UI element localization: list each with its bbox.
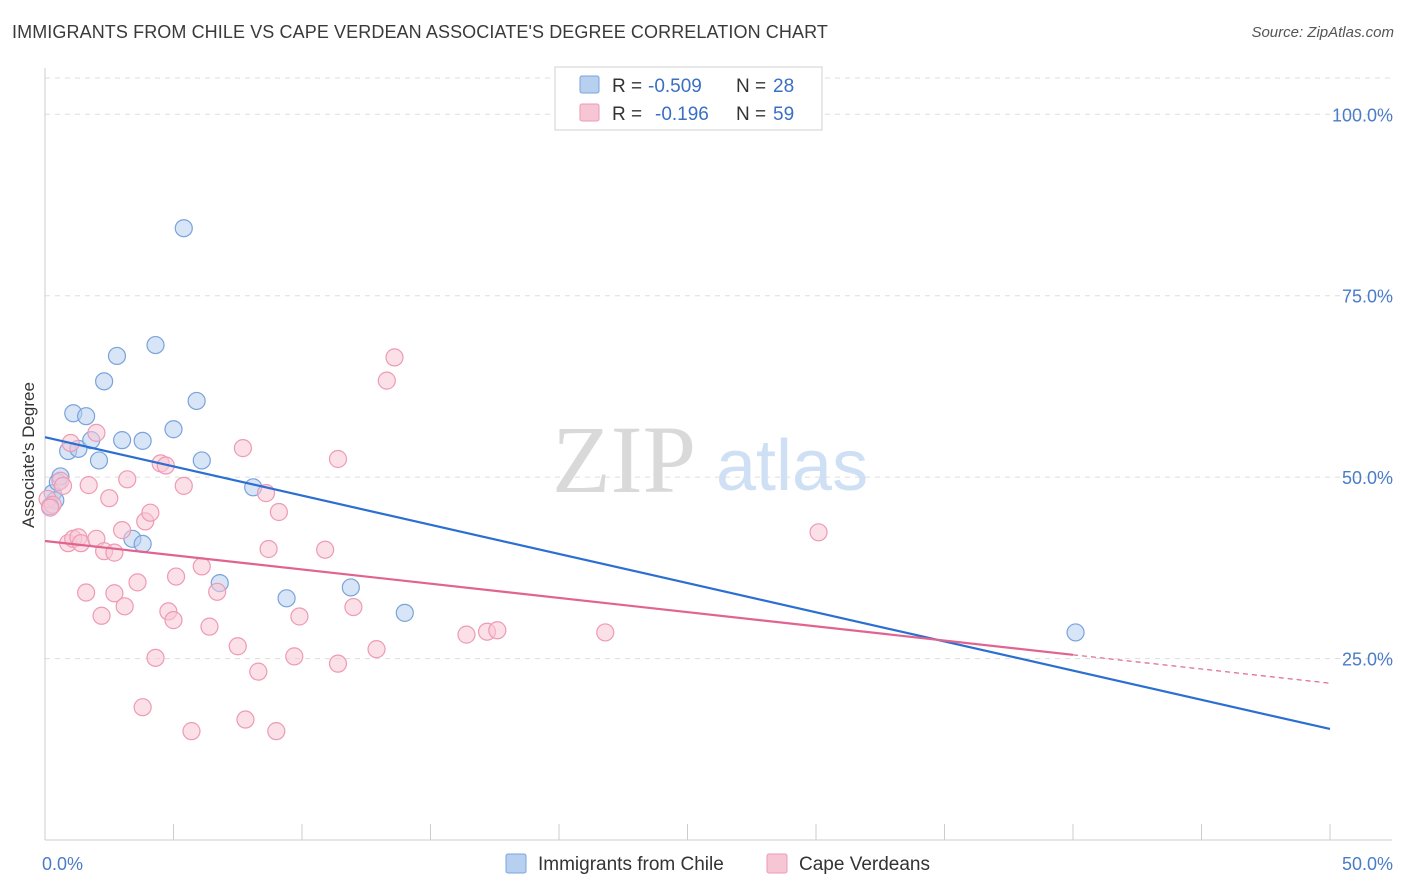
y-axis-label: Associate's Degree [19,382,38,528]
chart-title: IMMIGRANTS FROM CHILE VS CAPE VERDEAN AS… [12,22,828,42]
point-pink-16 [105,543,124,562]
legend-n-value-0: 28 [773,76,794,97]
series-label-chile: Immigrants from Chile [538,854,724,875]
y-tick-label-1: 75.0% [1342,287,1393,307]
y-tick-labels: 100.0% 75.0% 50.0% 25.0% [1332,105,1393,669]
point-pink-41 [259,539,278,559]
point-blue-14 [133,534,152,554]
point-pink-45 [290,607,309,626]
watermark-zip: ZIP [552,406,696,513]
point-pink-13 [92,606,111,625]
point-pink-3 [53,476,73,495]
point-pink-30 [166,567,186,586]
point-pink-32 [182,722,201,741]
legend-swatch-blue [579,75,600,94]
point-blue-17 [164,420,183,439]
point-blue-19 [187,391,206,411]
point-pink-47 [328,449,348,469]
point-blue-7 [77,407,96,426]
watermark: ZIP atlas [552,406,868,513]
x-tick-label-0: 0.0% [42,854,83,874]
point-pink-15 [100,489,119,508]
trend-line-cape-verdeans-extension [1072,654,1331,684]
point-pink-55 [488,621,507,640]
point-pink-52 [385,348,404,367]
point-blue-16 [146,335,165,355]
point-blue-25 [395,603,414,622]
x-tick-label-1: 50.0% [1342,854,1393,874]
y-tick-label-2: 50.0% [1342,468,1393,488]
chart-source: Source: ZipAtlas.com [1251,24,1394,41]
point-blue-26 [1066,623,1085,642]
legend-n-label-1: N = [736,104,766,125]
point-pink-58 [41,498,60,517]
point-pink-43 [267,722,286,741]
point-pink-10 [79,476,98,495]
point-pink-9 [77,583,96,602]
trend-line-chile [44,436,1331,731]
point-pink-24 [141,503,160,522]
point-pink-36 [228,637,247,656]
point-pink-34 [200,617,219,636]
point-blue-15 [133,431,152,450]
point-blue-18 [174,219,193,238]
point-pink-22 [133,698,152,717]
point-blue-20 [192,451,211,470]
point-pink-29 [164,611,183,630]
point-blue-10 [95,372,114,391]
trend-lines [44,436,1331,731]
point-pink-37 [233,439,252,458]
point-blue-12 [112,431,132,450]
series-label-cape-verdeans: Cape Verdeans [799,854,930,875]
point-pink-56 [596,623,615,642]
legend-r-value-0: -0.509 [648,76,702,97]
point-pink-38 [236,710,255,729]
series-legend: Immigrants from Chile Cape Verdeans [505,853,930,875]
point-pink-18 [112,521,132,540]
watermark-atlas: atlas [716,426,868,506]
point-pink-33 [192,557,211,576]
point-pink-46 [316,540,335,559]
point-pink-17 [105,584,124,603]
point-blue-23 [277,589,296,608]
point-blue-9 [89,451,109,470]
point-pink-48 [328,654,348,673]
legend-box [554,66,823,131]
point-pink-49 [344,597,363,617]
legend-r-label-1: R = [612,104,642,125]
stats-legend: R = -0.509 N = 28 R = -0.196 N = 59 [554,66,823,131]
series-swatch-cape-verdeans [766,853,788,874]
legend-swatch-pink [579,103,600,122]
point-pink-53 [457,625,476,644]
point-pink-44 [285,647,304,666]
legend-n-value-1: 59 [773,104,794,125]
trend-line-cape-verdeans [44,539,1074,656]
gridlines [45,77,1392,660]
y-tick-label-3: 25.0% [1342,650,1393,670]
point-blue-24 [341,578,360,597]
x-tick-labels: 0.0% 50.0% [42,854,1393,874]
point-pink-11 [87,423,106,442]
legend-r-label-0: R = [612,76,642,97]
point-pink-21 [128,573,147,592]
point-pink-20 [118,470,137,489]
point-pink-25 [146,648,165,667]
point-pink-39 [249,662,268,681]
point-blue-11 [107,346,127,366]
point-pink-57 [809,523,828,542]
point-pink-31 [174,476,193,495]
y-tick-label-0: 100.0% [1332,105,1393,125]
point-pink-51 [377,371,396,390]
legend-r-value-1: -0.196 [655,104,709,125]
point-pink-8 [71,534,91,553]
scatter-points [38,219,1085,741]
point-pink-19 [115,597,134,616]
point-pink-50 [367,640,386,659]
legend-n-label-0: N = [736,76,766,97]
point-pink-35 [208,582,227,601]
point-pink-42 [269,502,288,522]
series-swatch-chile [505,853,527,874]
axes [44,68,1392,841]
